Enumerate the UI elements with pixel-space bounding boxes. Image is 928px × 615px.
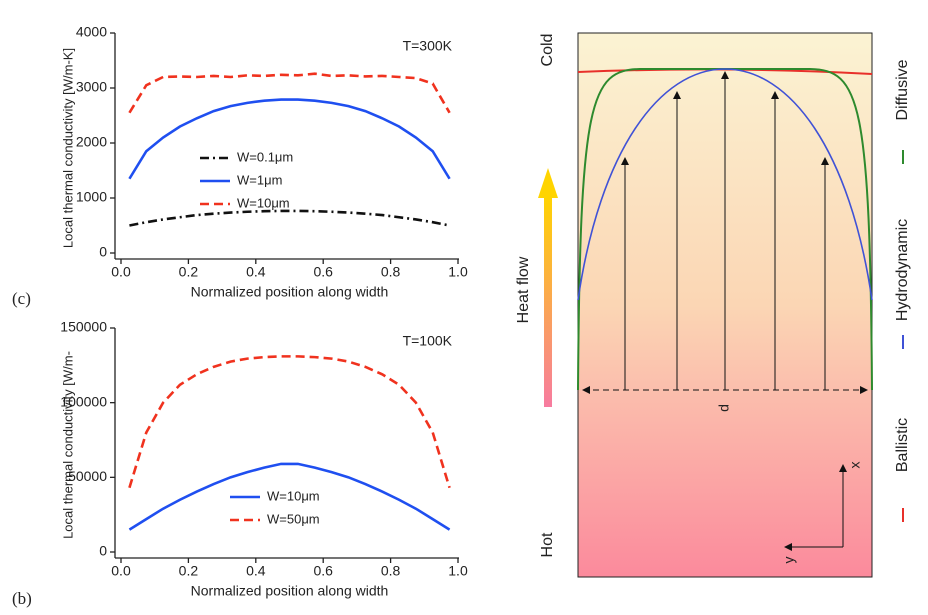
x-tick-label: 0.4 — [246, 563, 266, 579]
series-line — [129, 209, 450, 227]
series-line — [128, 98, 451, 180]
annotation: T=300K — [403, 38, 453, 54]
x-tick-label: 0.0 — [111, 563, 131, 579]
x-tick-label: 0.8 — [381, 264, 401, 280]
y-tick-label: 3000 — [76, 79, 107, 95]
x-tick-label: 0.6 — [313, 563, 333, 579]
hot-label: Hot — [539, 532, 556, 557]
x-tick-label: 0.2 — [179, 264, 199, 280]
y-tick-label: 0 — [99, 543, 107, 559]
x-label: x — [847, 462, 863, 469]
panel-label: (b) — [12, 589, 32, 608]
heat-arrow-head — [538, 168, 558, 198]
line-chart: 0 1000 2000 3000 4000 0.0 0.2 0.4 0.6 0.8 1.0 Norma… — [12, 24, 468, 308]
y-tick-label: 150000 — [60, 319, 107, 335]
x-tick-label: 1.0 — [448, 264, 468, 280]
diagram: d Heat flow Cold Hot x y Ballistic Hydrod… — [515, 32, 911, 578]
series-line — [128, 355, 451, 489]
y-tick-label: 4000 — [76, 24, 107, 40]
heat-flow-label: Heat flow — [515, 256, 532, 323]
x-axis-title: Normalized position along width — [191, 284, 389, 300]
x-axis-title: Normalized position along width — [191, 583, 389, 599]
y-tick-label: 100000 — [60, 393, 107, 409]
x-tick-label: 0.8 — [381, 563, 401, 579]
panel-label: (c) — [12, 289, 31, 308]
hydrodynamic-profile — [577, 68, 873, 301]
y-label: y — [781, 557, 797, 564]
heat-arrow-body — [544, 195, 552, 407]
annotation: T=100K — [403, 333, 453, 349]
charts: 0 1000 2000 3000 4000 0.0 0.2 0.4 0.6 0.8 1.0 Norma… — [12, 24, 468, 608]
width-label: d — [716, 404, 732, 412]
legend-label: Ballistic — [894, 418, 911, 472]
y-axis-title: Local thermal conductivity [W/m-K] — [60, 48, 75, 248]
legend-label: W=1μm — [237, 172, 282, 187]
x-tick-label: 0.2 — [179, 563, 199, 579]
y-tick-label: 1000 — [76, 189, 107, 205]
y-tick-label: 50000 — [68, 468, 107, 484]
flow-arrows — [621, 71, 829, 390]
series-line — [128, 462, 451, 531]
line-chart: 0 50000 100000 150000 0.0 0.2 0.4 0.6 0.8 1.0 Norm… — [12, 319, 468, 608]
legend-label: W=10μm — [267, 488, 320, 503]
y-axis-title: Local thermal conductivity [W/m- — [60, 351, 75, 539]
legend-label: Hydrodynamic — [894, 219, 911, 321]
x-tick-label: 0.4 — [246, 264, 266, 280]
x-tick-label: 0.0 — [111, 264, 131, 280]
y-tick-label: 0 — [99, 244, 107, 260]
diagram-legend: Ballistic Hydrodynamic Diffusive — [894, 59, 911, 522]
x-tick-label: 0.6 — [313, 264, 333, 280]
legend-label: Diffusive — [894, 59, 911, 120]
series-line — [128, 72, 451, 114]
x-tick-label: 1.0 — [448, 563, 468, 579]
legend-label: W=0.1μm — [237, 149, 293, 164]
cold-label: Cold — [539, 34, 556, 67]
y-tick-label: 2000 — [76, 134, 107, 150]
legend-label: W=10μm — [237, 195, 290, 210]
legend-label: W=50μm — [267, 511, 320, 526]
